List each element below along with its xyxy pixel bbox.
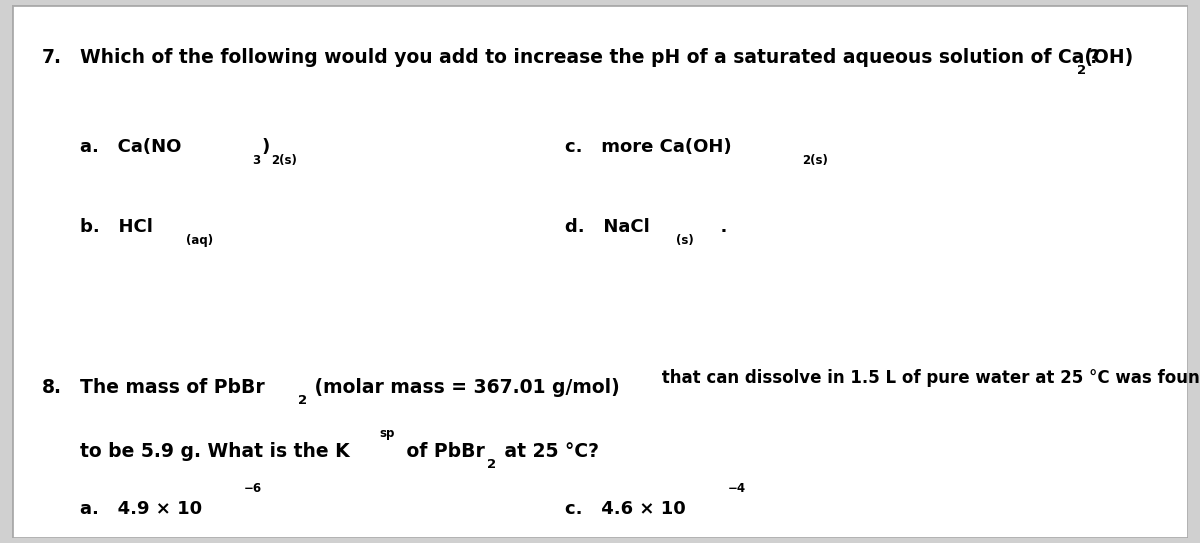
FancyBboxPatch shape — [12, 5, 1188, 538]
Text: a.   4.9 × 10: a. 4.9 × 10 — [80, 500, 203, 519]
Text: to be 5.9 g. What is the K: to be 5.9 g. What is the K — [80, 442, 350, 461]
Text: 8.: 8. — [42, 378, 61, 397]
Text: (molar mass = 367.01 g/mol): (molar mass = 367.01 g/mol) — [308, 378, 620, 397]
Text: 2(s): 2(s) — [803, 154, 828, 167]
Text: 7.: 7. — [42, 48, 61, 67]
Text: b.   HCl: b. HCl — [80, 218, 154, 236]
Text: The mass of PbBr: The mass of PbBr — [80, 378, 265, 397]
Text: Which of the following would you add to increase the pH of a saturated aqueous s: Which of the following would you add to … — [80, 48, 1134, 67]
Text: 2: 2 — [487, 458, 497, 471]
Text: 2(s): 2(s) — [271, 154, 296, 167]
Text: .: . — [708, 218, 727, 236]
Text: c.   more Ca(OH): c. more Ca(OH) — [565, 138, 731, 156]
Text: −6: −6 — [244, 482, 262, 495]
Text: 2: 2 — [1078, 64, 1086, 77]
Text: ?: ? — [1090, 48, 1100, 67]
Text: ): ) — [262, 138, 270, 156]
Text: that can dissolve in 1.5 L of pure water at 25 °C was found: that can dissolve in 1.5 L of pure water… — [656, 369, 1200, 387]
Text: d.   NaCl: d. NaCl — [565, 218, 649, 236]
Text: at 25 °C?: at 25 °C? — [498, 442, 599, 461]
Text: c.   4.6 × 10: c. 4.6 × 10 — [565, 500, 685, 519]
Text: of PbBr: of PbBr — [400, 442, 485, 461]
Text: a.   Ca(NO: a. Ca(NO — [80, 138, 181, 156]
Text: sp: sp — [379, 427, 395, 440]
Text: −4: −4 — [728, 482, 746, 495]
Text: (s): (s) — [677, 234, 694, 247]
Text: 3: 3 — [252, 154, 260, 167]
Text: (aq): (aq) — [186, 234, 214, 247]
Text: 2: 2 — [298, 394, 307, 407]
